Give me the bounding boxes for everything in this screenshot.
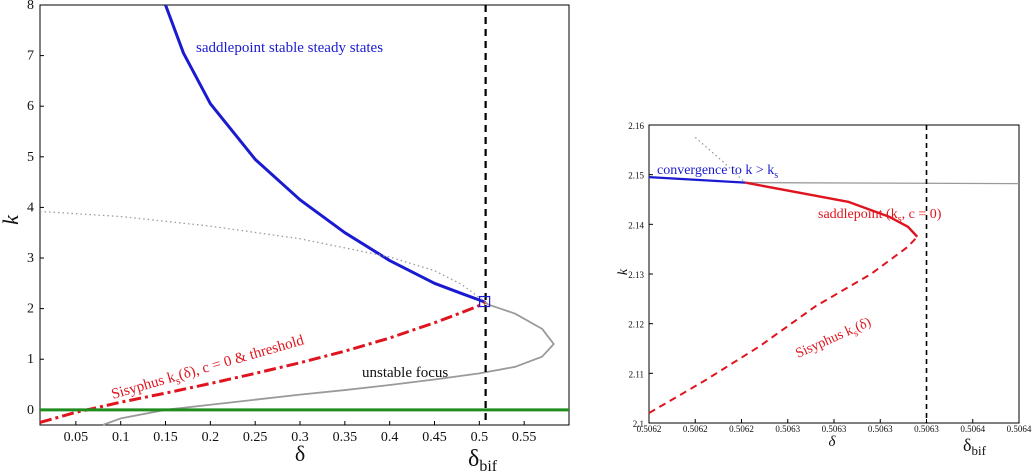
right-series-2-line — [744, 181, 919, 238]
left-x-tick-label: 0.45 — [422, 430, 447, 445]
annotation-unstable-focus: unstable focus — [362, 365, 448, 381]
right-ticks: 0.5062 0.5062 0.5062 0.5063 0.5063 0.5063 0.50… — [628, 121, 1032, 434]
left-x-tick-label: 0.2 — [202, 430, 220, 445]
right-x-tick-label: 0.5063 — [775, 424, 800, 434]
right-x-tick-label: 0.5064 — [1007, 424, 1032, 434]
right-series-1-line — [745, 181, 1020, 185]
right-x-tick-label: 0.5063 — [914, 424, 939, 434]
left-chart: 0.05 0.1 0.15 0.2 0.25 0.3 0.35 0.4 0.45 0.5 0.55 0… — [0, 0, 570, 474]
right-y-tick-label: 2.13 — [628, 270, 644, 280]
left-series-2-line — [102, 301, 555, 426]
left-series-0-line — [164, 4, 487, 304]
left-x-tick-label: 0.35 — [333, 430, 358, 445]
annotation-saddlepoint-ks-sub: s — [898, 214, 902, 225]
annotation-convergence: convergence to k > ks — [657, 163, 778, 181]
left-y-tick-label: 0 — [27, 403, 34, 418]
right-y-tick-label: 2.16 — [628, 121, 644, 131]
annotation-sisyphus-sub: s — [175, 375, 182, 388]
left-y-tick-label: 8 — [27, 0, 34, 13]
left-x-tick-label: 0.15 — [153, 430, 178, 445]
left-bif-label: δbif — [468, 446, 498, 474]
left-x-tick-label: 0.1 — [112, 430, 130, 445]
right-x-tick-label: 0.5064 — [960, 424, 985, 434]
left-y-tick-label: 2 — [27, 302, 34, 317]
right-x-tick-label: 0.5062 — [729, 424, 754, 434]
annotation-saddlepoint: saddlepoint stable steady states — [196, 40, 383, 56]
right-x-tick-label: 0.5063 — [822, 424, 847, 434]
left-y-tick-label: 3 — [27, 251, 34, 266]
right-x-tick-label: 0.5062 — [637, 424, 662, 434]
annotation-sisyphus-right-rest: (δ) — [853, 315, 874, 335]
right-series-4-line — [694, 136, 746, 184]
left-x-tick-label: 0.25 — [243, 430, 268, 445]
right-bif-label: δbif — [963, 435, 987, 458]
left-x-tick-label: 0.55 — [512, 430, 537, 445]
bifurcation-box-marker — [479, 295, 491, 308]
right-series-3-line — [648, 236, 918, 414]
left-plot-frame — [39, 4, 570, 426]
left-y-tick-label: 4 — [27, 200, 34, 215]
left-bif-sub: bif — [479, 458, 497, 474]
right-bif-delta: δ — [963, 435, 971, 455]
right-bif-sub: bif — [971, 443, 986, 458]
annotation-convergence-main: convergence to k > k — [657, 163, 774, 178]
left-y-tick-label: 7 — [27, 49, 34, 64]
left-x-axis-label: δ — [295, 441, 305, 466]
right-series-0-line — [648, 176, 746, 184]
left-series-group — [39, 4, 569, 426]
right-y-tick-label: 2.12 — [628, 320, 644, 330]
right-series-group — [648, 125, 1020, 423]
left-ticks: 0.05 0.1 0.15 0.2 0.25 0.3 0.35 0.4 0.45 0.5 0.55 0… — [27, 0, 536, 445]
right-x-tick-label: 0.5062 — [683, 424, 708, 434]
right-y-tick-label: 2.14 — [628, 220, 644, 230]
left-bif-delta: δ — [468, 446, 479, 472]
left-y-tick-label: 1 — [27, 352, 34, 367]
right-y-tick-label: 2.15 — [628, 171, 644, 181]
right-y-tick-label: 2.11 — [629, 369, 644, 379]
left-y-tick-label: 5 — [27, 150, 34, 165]
annotation-saddlepoint-ks: saddlepoint (ks, c = 0) — [818, 207, 942, 225]
annotation-sisyphus-right-sub: s — [852, 328, 860, 340]
left-y-axis-label: k — [0, 214, 23, 225]
right-chart: 0.5062 0.5062 0.5062 0.5063 0.5063 0.5063 0.50… — [616, 121, 1032, 458]
left-x-tick-label: 0.5 — [471, 430, 489, 445]
left-y-tick-label: 6 — [27, 99, 34, 114]
left-x-tick-label: 0.05 — [64, 430, 89, 445]
annotation-saddlepoint-ks-rest: , c = 0) — [902, 207, 942, 222]
right-x-axis-label: δ — [829, 434, 837, 450]
annotation-convergence-sub: s — [774, 170, 778, 181]
annotation-saddlepoint-ks-main: saddlepoint (k — [818, 207, 898, 222]
left-x-tick-label: 0.4 — [381, 430, 399, 445]
left-x-tick-label: 0.3 — [291, 430, 309, 445]
right-x-tick-label: 0.5063 — [868, 424, 893, 434]
right-y-tick-label: 2.1 — [633, 419, 644, 429]
right-y-axis-label: k — [616, 268, 631, 275]
